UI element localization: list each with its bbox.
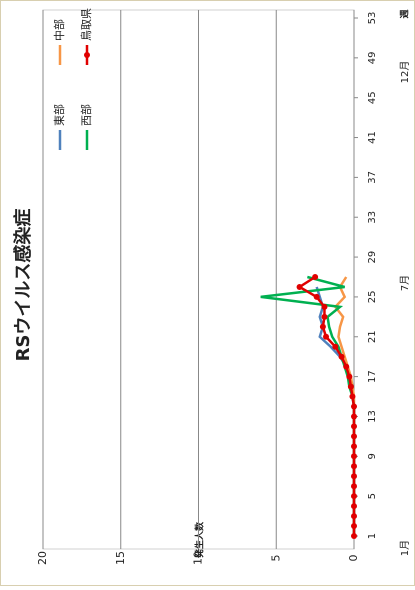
x-tick-label: 5 bbox=[367, 493, 378, 499]
data-point bbox=[351, 423, 357, 430]
data-point bbox=[351, 433, 357, 440]
x-tick-label: 13 bbox=[367, 410, 378, 423]
x-tick-label: 37 bbox=[367, 171, 378, 184]
data-point bbox=[351, 483, 357, 490]
data-point bbox=[351, 453, 357, 460]
chart-title: RSウイルス感染症 bbox=[12, 209, 34, 362]
data-point bbox=[351, 473, 357, 480]
rotated-chart: RSウイルス感染症 発生人数 週 1月 7月 12月 0510152015913… bbox=[12, 8, 411, 565]
data-point bbox=[351, 523, 357, 530]
legend-label: 中部 bbox=[52, 19, 66, 41]
month-label: 1月 bbox=[399, 540, 411, 556]
x-tick-label: 41 bbox=[367, 131, 378, 144]
data-point bbox=[321, 303, 328, 310]
x-tick-label: 29 bbox=[367, 251, 378, 264]
x-tick-label: 25 bbox=[367, 291, 378, 304]
data-point bbox=[351, 413, 357, 420]
data-point bbox=[296, 283, 303, 290]
x-tick-label: 53 bbox=[367, 12, 378, 25]
data-point bbox=[347, 383, 354, 390]
x-tick-label: 49 bbox=[367, 51, 378, 64]
data-point bbox=[351, 443, 357, 450]
x-tick-label: 45 bbox=[367, 91, 378, 104]
month-label: 12月 bbox=[399, 61, 411, 84]
month-label: 7月 bbox=[399, 275, 411, 291]
legend-label: 西部 bbox=[79, 104, 93, 126]
x-tick-label: 21 bbox=[367, 330, 378, 343]
data-point bbox=[319, 323, 326, 330]
data-point bbox=[321, 313, 328, 320]
legend-marker bbox=[84, 52, 90, 58]
data-point bbox=[343, 363, 350, 370]
data-point bbox=[351, 463, 357, 470]
data-point bbox=[346, 373, 353, 380]
data-point bbox=[349, 393, 356, 400]
y-tick-label: 5 bbox=[269, 555, 282, 562]
x-tick-label: 33 bbox=[367, 211, 378, 224]
data-point bbox=[351, 513, 357, 520]
x-tick-label: 17 bbox=[367, 370, 378, 383]
y-tick-label: 0 bbox=[347, 555, 360, 562]
data-point bbox=[351, 493, 357, 500]
data-point bbox=[332, 343, 339, 350]
data-point bbox=[312, 274, 319, 280]
x-tick-label: 9 bbox=[367, 453, 378, 459]
y-tick-label: 20 bbox=[36, 551, 49, 565]
data-point bbox=[351, 503, 357, 510]
x-axis-label: 週 bbox=[400, 9, 411, 19]
data-point bbox=[351, 403, 357, 410]
data-point bbox=[323, 333, 330, 340]
data-point bbox=[313, 293, 320, 300]
data-point bbox=[338, 353, 345, 360]
legend-label: 鳥取県 bbox=[79, 8, 93, 41]
y-axis-label: 発生人数 bbox=[194, 521, 206, 559]
data-point bbox=[351, 533, 357, 539]
x-tick-label: 1 bbox=[367, 533, 378, 539]
y-tick-label: 10 bbox=[192, 551, 205, 565]
legend-label: 東部 bbox=[52, 104, 66, 126]
y-tick-label: 15 bbox=[114, 551, 127, 565]
